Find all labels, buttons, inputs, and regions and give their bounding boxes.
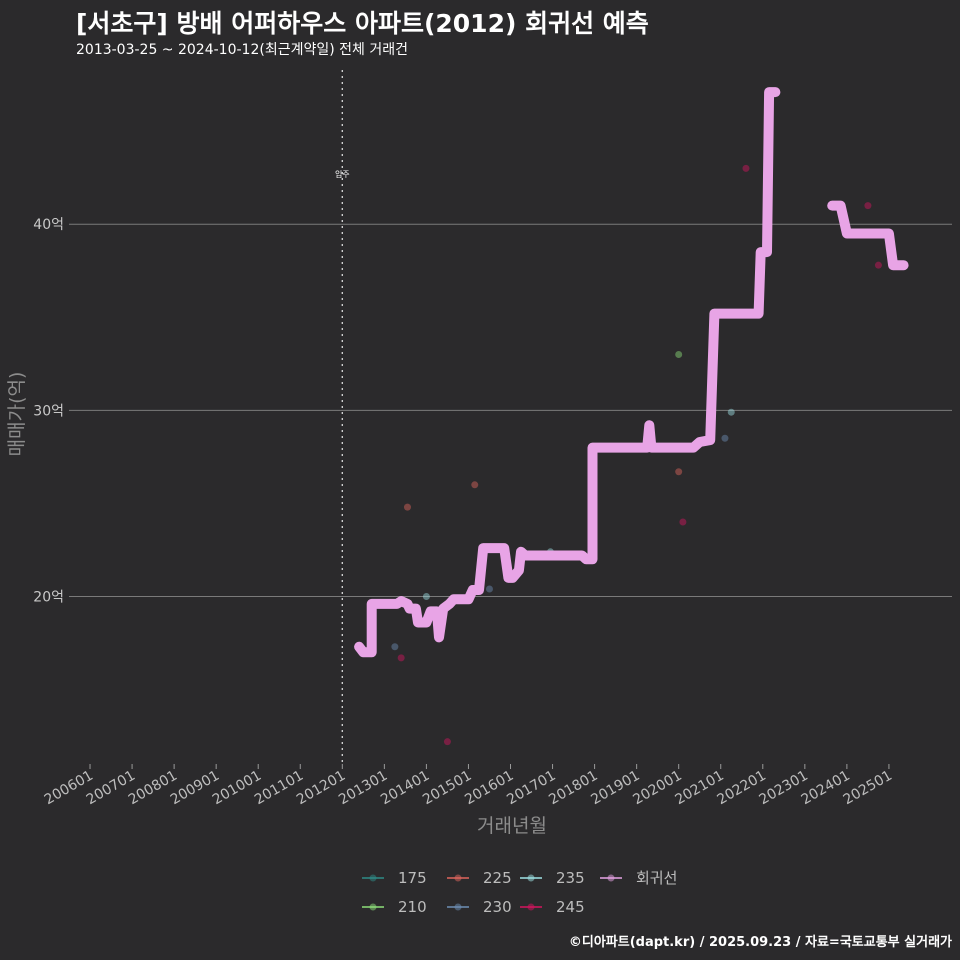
data-point-230 xyxy=(391,643,399,651)
legend-item-175: 175 xyxy=(362,869,427,887)
legend-item-210: 210 xyxy=(362,898,427,916)
data-point-235 xyxy=(422,592,430,600)
gridlines xyxy=(69,223,952,597)
chart-title: [서초구] 방배 어퍼하우스 아파트(2012) 회귀선 예측 xyxy=(76,9,649,38)
legend: 175 225 235 회귀선 210 230 245 xyxy=(362,869,677,916)
data-point-225 xyxy=(675,468,683,476)
legend-item-245: 245 xyxy=(520,898,585,916)
regression-line xyxy=(354,87,781,658)
legend-item-225: 225 xyxy=(447,869,512,887)
data-point-210 xyxy=(675,351,683,359)
x-axis-title: 거래년월 xyxy=(477,815,547,837)
x-axis-ticks: 2006012007012008012009012010012011012012… xyxy=(42,764,895,808)
move-in-label: 입주 xyxy=(335,170,350,179)
legend-key-point xyxy=(369,903,377,911)
legend-key-point xyxy=(607,874,615,882)
chart-subtitle: 2013-03-25 ~ 2024-10-12(최근계약일) 전체 거래건 xyxy=(76,42,408,58)
legend-label: 245 xyxy=(556,898,585,916)
data-point-230 xyxy=(485,585,493,593)
legend-key-point xyxy=(369,874,377,882)
data-point-245 xyxy=(864,202,872,210)
data-point-245 xyxy=(679,518,687,526)
data-point-225 xyxy=(471,481,479,489)
legend-item-회귀선: 회귀선 xyxy=(600,869,677,887)
data-point-235 xyxy=(727,408,735,416)
legend-label: 회귀선 xyxy=(636,869,677,887)
y-tick-label: 20억 xyxy=(33,589,64,605)
y-tick-label: 30억 xyxy=(33,403,64,419)
y-tick-label: 40억 xyxy=(33,217,64,233)
legend-label: 175 xyxy=(398,869,427,887)
y-axis-title: 매매가(억) xyxy=(6,372,28,457)
data-point-230 xyxy=(721,434,729,442)
source-caption: ©디아파트(dapt.kr) / 2025.09.23 / 자료=국토교통부 실… xyxy=(568,935,952,950)
legend-key-point xyxy=(454,874,462,882)
legend-key-point xyxy=(527,903,535,911)
data-point-245 xyxy=(874,261,882,269)
legend-item-230: 230 xyxy=(447,898,512,916)
data-point-245 xyxy=(443,738,451,746)
y-axis-ticks: 20억 30억 40억 xyxy=(33,217,64,605)
x-tick-label: 202501 xyxy=(841,768,895,809)
data-point-245 xyxy=(397,654,405,662)
scatter-points xyxy=(391,164,882,746)
data-point-245 xyxy=(742,164,750,172)
regression-lines xyxy=(354,87,909,658)
legend-item-235: 235 xyxy=(520,869,585,887)
legend-label: 235 xyxy=(556,869,585,887)
legend-label: 230 xyxy=(483,898,512,916)
move-in-annotation: 입주 xyxy=(335,70,350,764)
data-point-225 xyxy=(403,503,411,511)
legend-label: 210 xyxy=(398,898,427,916)
legend-key-point xyxy=(527,874,535,882)
legend-label: 225 xyxy=(483,869,512,887)
regression-line xyxy=(827,200,909,271)
legend-key-point xyxy=(454,903,462,911)
